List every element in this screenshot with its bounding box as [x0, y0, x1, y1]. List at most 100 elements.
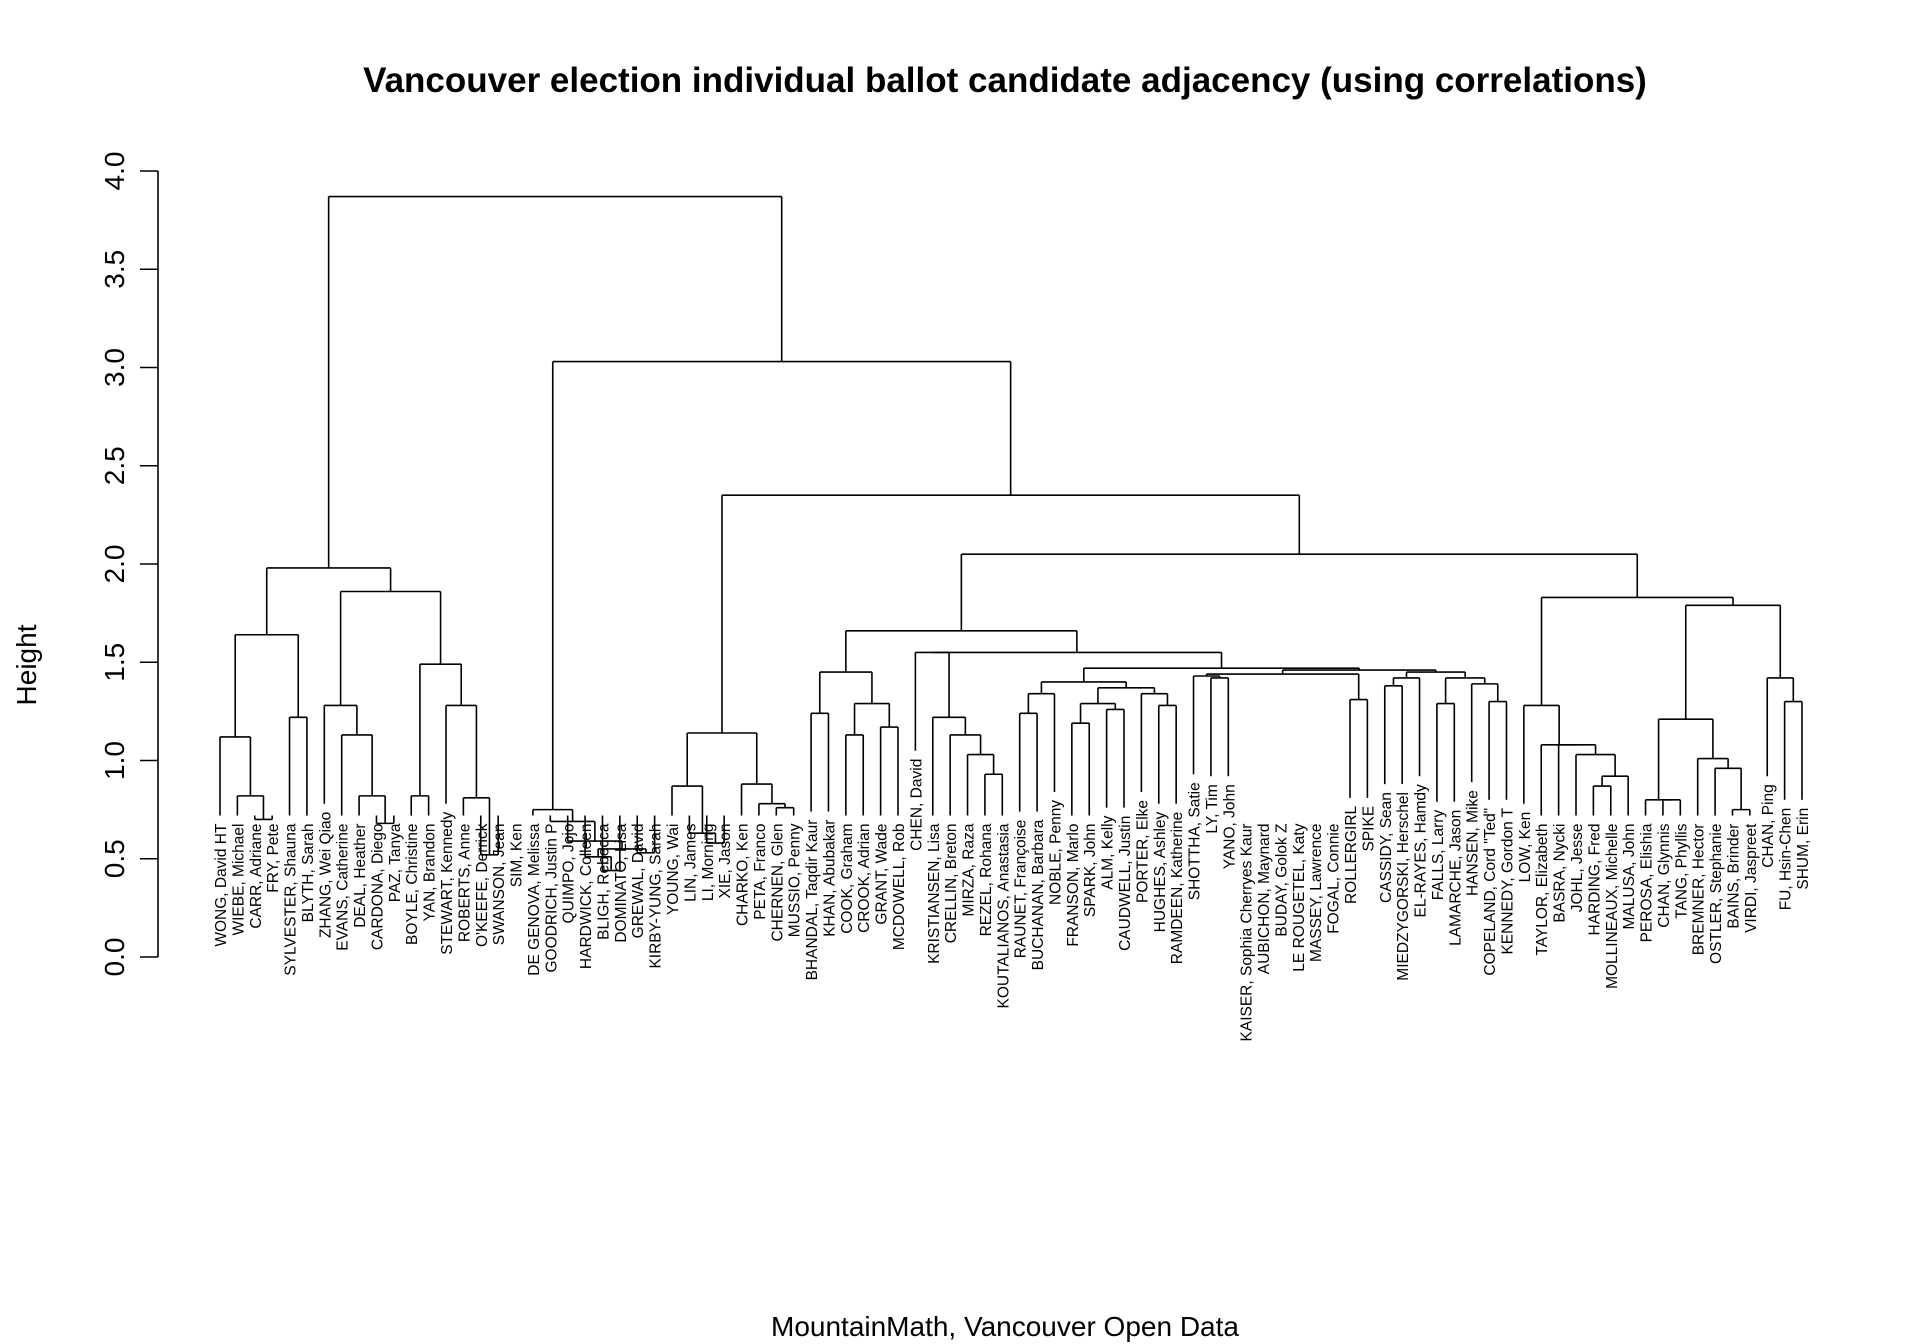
leaf-label: YANO, John: [1221, 784, 1238, 869]
leaf-label: JOHL, Jesse: [1569, 824, 1586, 913]
leaf-label: SPARK, John: [1082, 824, 1099, 918]
leaf-label: BAINS, Brinder: [1725, 824, 1742, 929]
leaf-label: FRY, Pete: [265, 824, 282, 893]
y-tick-label: 3.0: [99, 348, 130, 387]
y-tick-label: 2.0: [99, 545, 130, 584]
leaf-label: CAUDWELL, Justin: [1117, 816, 1134, 951]
leaf-label: SHUM, Erin: [1795, 808, 1812, 890]
leaf-label: MUSSIO, Penny: [787, 823, 804, 937]
leaf-label: YOUNG, Wai: [665, 824, 682, 916]
y-tick-label: 1.0: [99, 741, 130, 780]
leaf-label: SYLVESTER, Shauna: [283, 823, 300, 976]
leaf-label: TANG, Phyllis: [1673, 823, 1690, 919]
leaf-label: OSTLER, Stephanie: [1708, 824, 1725, 964]
leaf-label: WIEBE, Michael: [230, 824, 247, 936]
y-axis: 0.0 0.5 1.0 1.5 2.0 2.5 3.0 3.5 4.0: [99, 152, 159, 977]
leaf-labels: WONG, David HT WIEBE, Michael CARR, Adrian…: [213, 759, 1812, 1042]
leaf-label: BLYTH, Sarah: [300, 824, 317, 923]
leaf-label: MIEDZYGORSKI, Herschel: [1395, 792, 1412, 981]
leaf-label: CHAN, Glynnis: [1656, 823, 1673, 927]
y-tick-label: 0.0: [99, 938, 130, 977]
y-tick-label: 3.5: [99, 250, 130, 289]
leaf-label: ZHANG, Wei Qiao: [317, 812, 334, 938]
leaf-label: REZEL, Rohana: [978, 823, 995, 936]
leaf-label: PORTER, Elke: [1134, 800, 1151, 903]
leaf-label: LOW, Ken: [1517, 812, 1534, 883]
leaf-label: PEROSA, Elishia: [1639, 823, 1656, 942]
leaf-label: SHOTTHA, Satie: [1187, 782, 1204, 900]
leaf-label: O'KEEFE, Derrick: [474, 823, 491, 947]
leaf-label: AUBICHON, Maynard: [1256, 824, 1273, 975]
y-tick-label: 4.0: [99, 152, 130, 191]
leaf-label: HANSEN, Mike: [1465, 790, 1482, 896]
chart-title: Vancouver election individual ballot can…: [363, 61, 1647, 100]
leaf-label: CHAN, Ping: [1760, 784, 1777, 868]
leaf-label: CHEN, David: [908, 759, 925, 851]
leaf-label: FALLS, Larry: [1430, 810, 1447, 901]
leaf-label: CASSIDY, Sean: [1378, 792, 1395, 903]
leaf-label: DOMINATO, Lisa: [613, 823, 630, 943]
leaf-label: COPELAND, Cord "Ted": [1482, 808, 1499, 976]
leaf-label: RAUNET, Françoise: [1013, 820, 1030, 959]
leaf-label: MIRZA, Raza: [961, 823, 978, 916]
leaf-label: BUDAY, Golok Z: [1273, 824, 1290, 937]
leaf-label: ROBERTS, Anne: [456, 824, 473, 943]
leaf-label: KAISER, Sophia Cherryes Kaur: [1239, 824, 1256, 1042]
leaf-label: MALUSA, John: [1621, 824, 1638, 930]
leaf-label: LY, Tim: [1204, 784, 1221, 833]
leaf-label: STEWART, Kennedy: [439, 811, 456, 954]
leaf-label: HUGHES, Ashley: [1152, 811, 1169, 932]
leaf-label: GRANT, Wade: [874, 824, 891, 925]
y-tick-label: 2.5: [99, 446, 130, 485]
leaf-label: BLIGH, Rebecca: [595, 823, 612, 940]
leaf-label: KIRBY-YUNG, Sarah: [648, 824, 665, 969]
leaf-label: KHAN, Abubakar: [821, 820, 838, 937]
leaf-label: HARDWICK, Colleen: [578, 824, 595, 970]
leaf-label: COOK, Graham: [839, 824, 856, 934]
leaf-label: LE ROUGETEL, Katy: [1291, 823, 1308, 971]
leaf-label: GREWAL, David: [630, 824, 647, 939]
leaf-label: QUIMPO, Jojo: [561, 824, 578, 924]
leaf-label: DE GENOVA, Melissa: [526, 823, 543, 976]
leaf-label: VIRDI, Jaspreet: [1743, 823, 1760, 933]
leaf-label: BASRA, Nycki: [1552, 824, 1569, 923]
leaf-label: KRISTIANSEN, Lisa: [926, 823, 943, 964]
leaf-label: KENNEDY, Gordon T: [1499, 807, 1516, 954]
leaf-label: BUCHANAN, Barbara: [1030, 819, 1047, 970]
leaf-label: MOLLINEAUX, Michelle: [1604, 824, 1621, 989]
leaf-label: PETA, Franco: [752, 824, 769, 920]
leaf-label: NOBLE, Penny: [1047, 800, 1064, 905]
x-axis-caption: MountainMath, Vancouver Open Data: [771, 1311, 1239, 1342]
leaf-label: MASSEY, Lawrence: [1308, 824, 1325, 962]
leaf-label: HARDING, Fred: [1586, 824, 1603, 936]
leaf-label: EL-RAYES, Hamdy: [1413, 784, 1430, 917]
leaf-label: SWANSON, Jean: [491, 824, 508, 946]
leaf-label: XIE, Jason: [717, 824, 734, 899]
leaf-label: YAN, Brandon: [422, 824, 439, 922]
leaf-label: DEAL, Heather: [352, 824, 369, 928]
leaf-label: CARDONA, Diego: [369, 824, 386, 951]
leaf-label: TAYLOR, Elizabeth: [1534, 824, 1551, 956]
leaf-label: FOGAL, Connie: [1326, 824, 1343, 934]
leaf-label: ROLLERGIRL: [1343, 805, 1360, 904]
dendrogram-tree: [219, 195, 1803, 872]
leaf-label: BOYLE, Christine: [404, 824, 421, 945]
leaf-label: LI, Morning: [700, 824, 717, 902]
leaf-label: CRELLIN, Breton: [943, 824, 960, 944]
leaf-label: CHARKO, Ken: [735, 824, 752, 927]
y-axis-label: Height: [11, 624, 42, 705]
leaf-label: FRANSON, Marlo: [1065, 824, 1082, 947]
y-tick-label: 0.5: [99, 839, 130, 878]
leaf-label: SPIKE: [1360, 806, 1377, 852]
leaf-label: CARR, Adriane: [248, 824, 265, 929]
leaf-label: BREMNER, Hector: [1691, 824, 1708, 956]
y-tick-label: 1.5: [99, 643, 130, 682]
leaf-label: EVANS, Catherine: [335, 824, 352, 951]
leaf-label: SIM, Ken: [509, 824, 526, 888]
leaf-label: CHERNEN, Glen: [769, 824, 786, 942]
leaf-label: WONG, David HT: [213, 823, 230, 947]
leaf-label: FU, Hsin-Chen: [1778, 808, 1795, 911]
leaf-label: RAMDEEN, Katherine: [1169, 812, 1186, 964]
leaf-label: LIN, James: [682, 823, 699, 902]
